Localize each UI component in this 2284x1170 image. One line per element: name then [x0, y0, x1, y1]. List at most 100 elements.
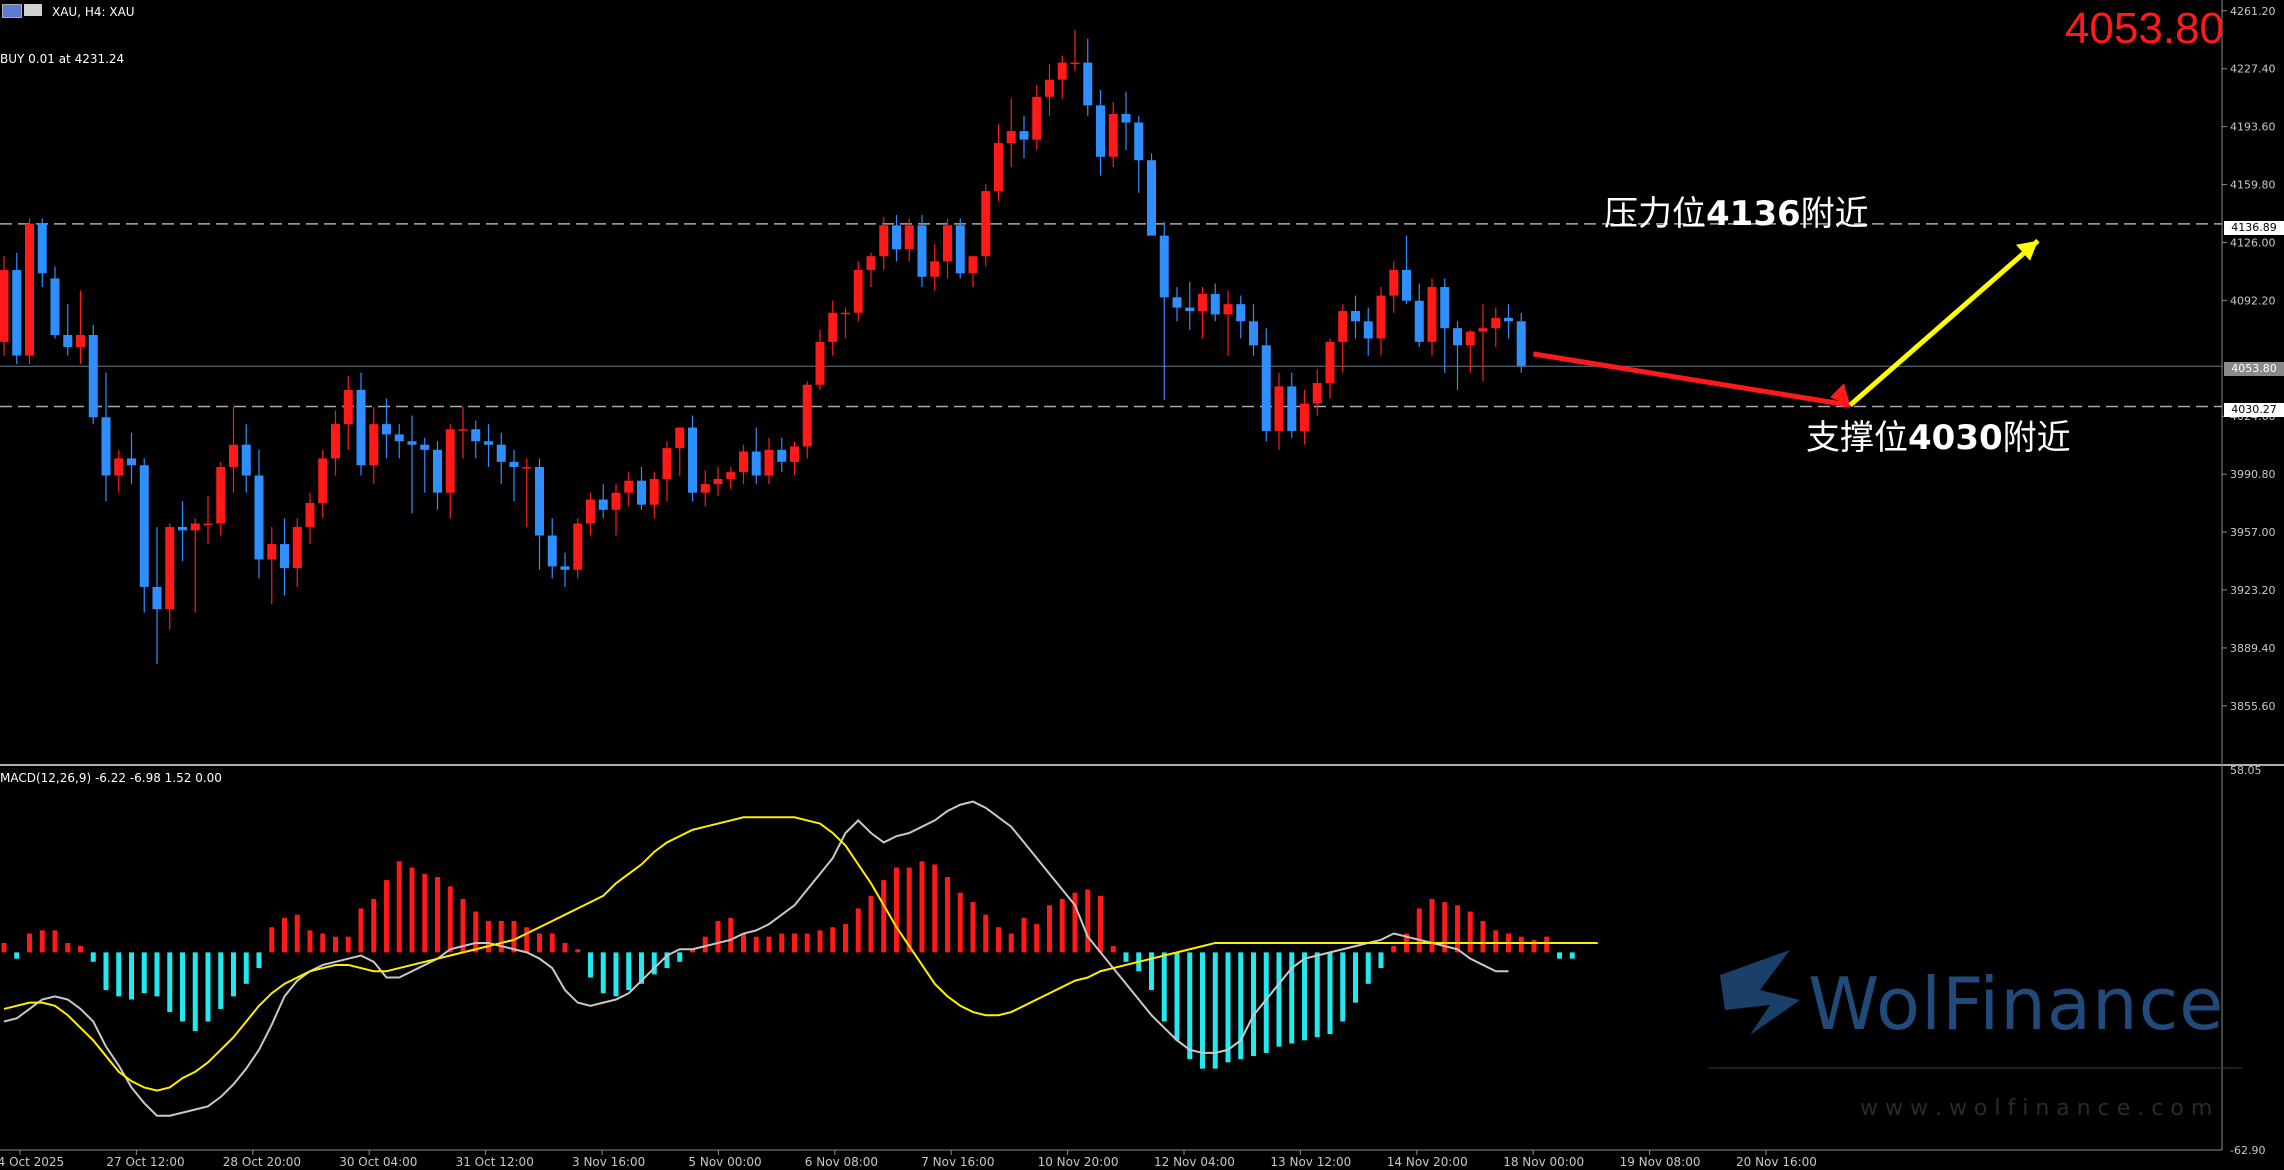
macd-histogram-bar: [690, 949, 695, 953]
candle-body: [1249, 321, 1258, 346]
symbol-icon[interactable]: [24, 4, 42, 16]
candle-body: [1300, 403, 1309, 431]
candle-body: [1402, 269, 1411, 301]
macd-histogram-bar: [1518, 936, 1524, 953]
macd-tick-label: -62.90: [2230, 1144, 2265, 1157]
macd-histogram-bar: [1557, 952, 1562, 959]
candle-body: [318, 458, 328, 503]
candle-body: [713, 478, 723, 485]
macd-histogram-bar: [1340, 952, 1346, 1022]
candle-body: [1159, 235, 1169, 298]
macd-histogram-bar: [702, 936, 708, 953]
candle-body: [101, 417, 111, 476]
candle-body: [229, 444, 238, 467]
macd-histogram-bar: [1302, 952, 1307, 1041]
candle-body: [50, 278, 60, 336]
time-tick-label: 5 Nov 00:00: [688, 1155, 761, 1169]
time-tick-label: 7 Nov 16:00: [921, 1155, 994, 1169]
candle-body: [1070, 62, 1080, 65]
macd-histogram-bar: [1059, 898, 1065, 953]
macd-histogram-bar: [677, 952, 683, 962]
time-tick-label: 28 Oct 20:00: [223, 1155, 301, 1169]
candle-body: [675, 427, 685, 449]
candle-body: [815, 341, 825, 385]
macd-histogram-bar: [1378, 952, 1384, 969]
chart-type-icon[interactable]: [2, 4, 22, 18]
macd-histogram-bar: [817, 930, 823, 953]
time-tick-label: 10 Nov 20:00: [1038, 1155, 1119, 1169]
macd-histogram-bar: [537, 933, 542, 953]
resistance-suffix: 附近: [1800, 194, 1869, 234]
resistance-value: 4136: [1706, 194, 1801, 234]
time-tick-label: 19 Nov 08:00: [1620, 1155, 1701, 1169]
candle-body: [739, 451, 748, 473]
down-arrow: [1532, 351, 1851, 408]
price-tick-label: 4159.80: [2230, 179, 2276, 192]
macd-histogram-bar: [486, 920, 491, 953]
candle-body: [904, 225, 914, 250]
candle-body: [688, 427, 697, 493]
candle-body: [649, 478, 659, 505]
watermark-brand: WolFinance: [1808, 962, 2225, 1046]
time-tick-label: 20 Nov 16:00: [1736, 1155, 1817, 1169]
macd-histogram-bar: [626, 952, 632, 991]
macd-histogram-bar: [1225, 952, 1231, 1063]
candle-body: [917, 225, 927, 277]
macd-histogram-bar: [307, 930, 313, 953]
candle-body: [790, 446, 799, 462]
macd-histogram-bar: [1021, 917, 1027, 953]
candle-body: [802, 384, 812, 447]
macd-histogram-bar: [1289, 952, 1295, 1044]
candle-body: [1045, 79, 1054, 97]
macd-histogram-bar: [167, 952, 173, 1013]
candle-body: [662, 448, 672, 479]
candle-body: [879, 225, 889, 257]
macd-histogram-bar: [932, 864, 938, 953]
macd-histogram-bar: [422, 873, 428, 953]
macd-histogram-bar: [116, 952, 122, 997]
macd-histogram-bar: [1187, 952, 1193, 1060]
candle-body: [0, 269, 9, 342]
macd-histogram-bar: [154, 952, 160, 997]
macd-histogram-bar: [1442, 902, 1448, 953]
candle-body: [152, 586, 162, 610]
support-value: 4030: [1908, 418, 2003, 458]
macd-histogram-bar: [1098, 895, 1103, 953]
candle-body: [611, 492, 621, 510]
macd-histogram-bar: [14, 952, 20, 959]
macd-histogram-bar: [460, 898, 466, 953]
macd-line: [3, 800, 1509, 1117]
candle-body: [1223, 304, 1233, 315]
candle-body: [63, 335, 73, 348]
macd-histogram-bar: [1149, 952, 1154, 991]
candle-body: [1236, 304, 1246, 322]
up-arrow: [1848, 238, 2040, 408]
candle-body: [292, 526, 302, 569]
macd-histogram-bar: [1314, 952, 1320, 1038]
candle-body: [700, 484, 710, 493]
macd-histogram-bar: [549, 933, 555, 953]
price-tick-label: 3957.00: [2230, 526, 2276, 539]
candle-body: [1172, 297, 1182, 308]
candle-body: [484, 441, 493, 445]
candle-body: [1453, 328, 1462, 346]
macd-histogram-bar: [664, 952, 670, 969]
candle-body: [1504, 317, 1513, 322]
macd-histogram-bar: [192, 952, 198, 1031]
candle-body: [1198, 293, 1207, 312]
macd-histogram-bar: [129, 952, 134, 1000]
macd-histogram-bar: [906, 867, 912, 953]
candle-body: [12, 269, 22, 356]
macd-histogram-bar: [588, 952, 593, 978]
candle-body: [1516, 321, 1526, 366]
candle-body: [866, 256, 876, 270]
macd-histogram-bar: [1047, 905, 1052, 953]
support-annotation: 支撑位4030附近: [1806, 410, 2071, 459]
candle-body: [216, 466, 226, 524]
macd-histogram-bar: [894, 867, 899, 953]
candle-body: [356, 389, 366, 466]
candle-body: [1287, 386, 1297, 431]
candle-body: [1338, 311, 1348, 342]
time-tick-label: 3 Nov 16:00: [572, 1155, 645, 1169]
macd-histogram-bar: [957, 892, 963, 953]
